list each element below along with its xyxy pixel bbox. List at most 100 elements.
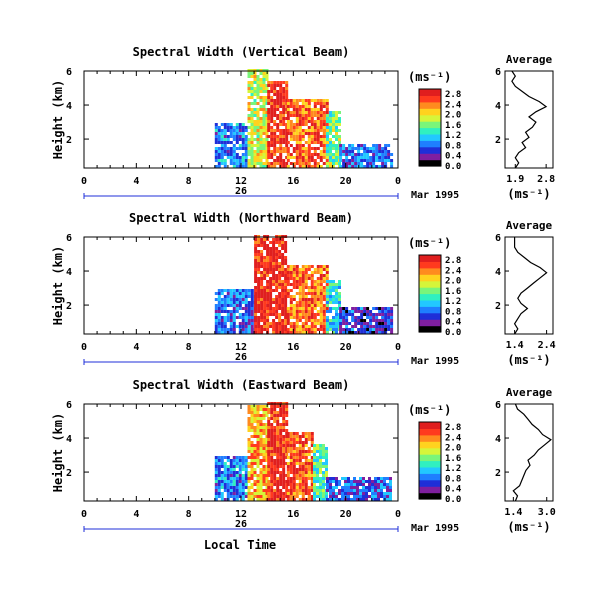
heatmap-cell xyxy=(326,135,329,138)
heatmap-cell xyxy=(319,150,323,153)
heatmap-cell xyxy=(214,165,218,168)
heatmap-cell xyxy=(335,316,338,319)
heatmap-cell xyxy=(235,498,239,501)
heatmap-cell xyxy=(226,459,230,462)
heatmap-cell xyxy=(269,262,273,265)
heatmap-cell xyxy=(226,492,230,495)
heatmap-cell xyxy=(383,483,386,486)
colorbar-swatch xyxy=(419,442,441,446)
heatmap-cell xyxy=(378,325,382,328)
heatmap-cell xyxy=(267,135,271,138)
colorbar-swatch xyxy=(419,484,441,487)
heatmap-cell xyxy=(289,322,293,325)
heatmap-cell xyxy=(247,81,251,84)
profile-x-tick-label: 1.4 xyxy=(506,340,524,351)
heatmap-cell xyxy=(381,331,385,334)
heatmap-cell xyxy=(322,153,326,156)
heatmap-cell xyxy=(285,156,289,159)
heatmap-cell xyxy=(304,313,308,316)
heatmap-cell xyxy=(322,117,326,120)
date-label: 26 xyxy=(235,519,247,530)
heatmap-cell xyxy=(265,450,269,453)
heatmap-cell xyxy=(217,141,221,144)
heatmap-cell xyxy=(304,147,308,150)
heatmap-cell xyxy=(275,331,279,334)
heatmap-cell xyxy=(267,108,271,111)
heatmap-cell xyxy=(238,126,242,129)
heatmap-cell xyxy=(259,462,263,465)
heatmap-cell xyxy=(286,480,290,483)
heatmap-cell xyxy=(276,438,280,441)
heatmap-cell xyxy=(256,498,260,501)
heatmap-cell xyxy=(338,120,341,123)
heatmap-cell xyxy=(269,292,273,295)
heatmap-cell xyxy=(329,147,332,150)
heatmap-cell xyxy=(301,453,305,456)
heatmap-cell xyxy=(265,486,269,489)
heatmap-cell xyxy=(223,304,227,307)
heatmap-cell xyxy=(272,253,276,256)
heatmap-cell xyxy=(313,453,316,456)
heatmap-cell xyxy=(292,286,296,289)
heatmap-cell xyxy=(272,328,276,331)
heatmap-cell xyxy=(254,238,258,241)
heatmap-cell xyxy=(335,495,338,498)
heatmap-cell xyxy=(295,129,299,132)
heatmap-cell xyxy=(325,450,328,453)
heatmap-cell xyxy=(332,298,335,301)
heatmap-cell xyxy=(253,417,257,420)
heatmap-cell xyxy=(286,111,290,114)
heatmap-cell xyxy=(229,156,233,159)
heatmap-cell xyxy=(289,441,293,444)
heatmap-cell xyxy=(292,304,296,307)
heatmap-cell xyxy=(344,486,347,489)
heatmap-cell xyxy=(285,486,289,489)
heatmap-cell xyxy=(282,447,286,450)
heatmap-cell xyxy=(263,268,267,271)
heatmap-cell xyxy=(275,304,279,307)
heatmap-cell xyxy=(282,135,286,138)
heatmap-cell xyxy=(298,444,302,447)
heatmap-cell xyxy=(284,241,288,244)
heatmap-cell xyxy=(335,292,338,295)
heatmap-cell xyxy=(265,120,269,123)
heatmap-cell xyxy=(310,280,314,283)
heatmap-cell xyxy=(292,310,296,313)
heatmap-cell xyxy=(285,453,289,456)
heatmap-cell xyxy=(316,120,320,123)
colorbar-swatch xyxy=(419,141,441,145)
heatmap-cell xyxy=(285,138,289,141)
heatmap-cell xyxy=(269,256,273,259)
heatmap-cell xyxy=(282,459,286,462)
heatmap-cell xyxy=(220,465,224,468)
heatmap-cell xyxy=(326,120,329,123)
heatmap-cell xyxy=(265,111,269,114)
heatmap-cell xyxy=(266,304,270,307)
heatmap-cell xyxy=(285,99,289,102)
heatmap-cell xyxy=(265,474,269,477)
heatmap-cell xyxy=(322,480,325,483)
heatmap-cell xyxy=(267,408,271,411)
heatmap-cell xyxy=(298,301,302,304)
colorbar-swatch xyxy=(419,145,441,148)
heatmap-cell xyxy=(253,408,257,411)
heatmap-cell xyxy=(262,429,266,432)
heatmap-cell xyxy=(313,471,316,474)
heatmap-cell xyxy=(319,123,323,126)
heatmap-cell xyxy=(301,495,305,498)
heatmap-cell xyxy=(254,316,258,319)
x-tick-label: 12 xyxy=(235,176,247,187)
heatmap-cell xyxy=(316,114,320,117)
heatmap-cell xyxy=(253,129,257,132)
heatmap-cell xyxy=(241,298,245,301)
heatmap-cell xyxy=(307,319,311,322)
heatmap-cell xyxy=(214,307,218,310)
heatmap-cell xyxy=(329,322,332,325)
heatmap-cell xyxy=(247,405,251,408)
heatmap-cell xyxy=(338,129,341,132)
heatmap-cell xyxy=(279,447,283,450)
heatmap-cell xyxy=(263,328,267,331)
heatmap-cell xyxy=(292,165,296,168)
heatmap-cell xyxy=(247,162,251,165)
heatmap-cell xyxy=(250,162,254,165)
